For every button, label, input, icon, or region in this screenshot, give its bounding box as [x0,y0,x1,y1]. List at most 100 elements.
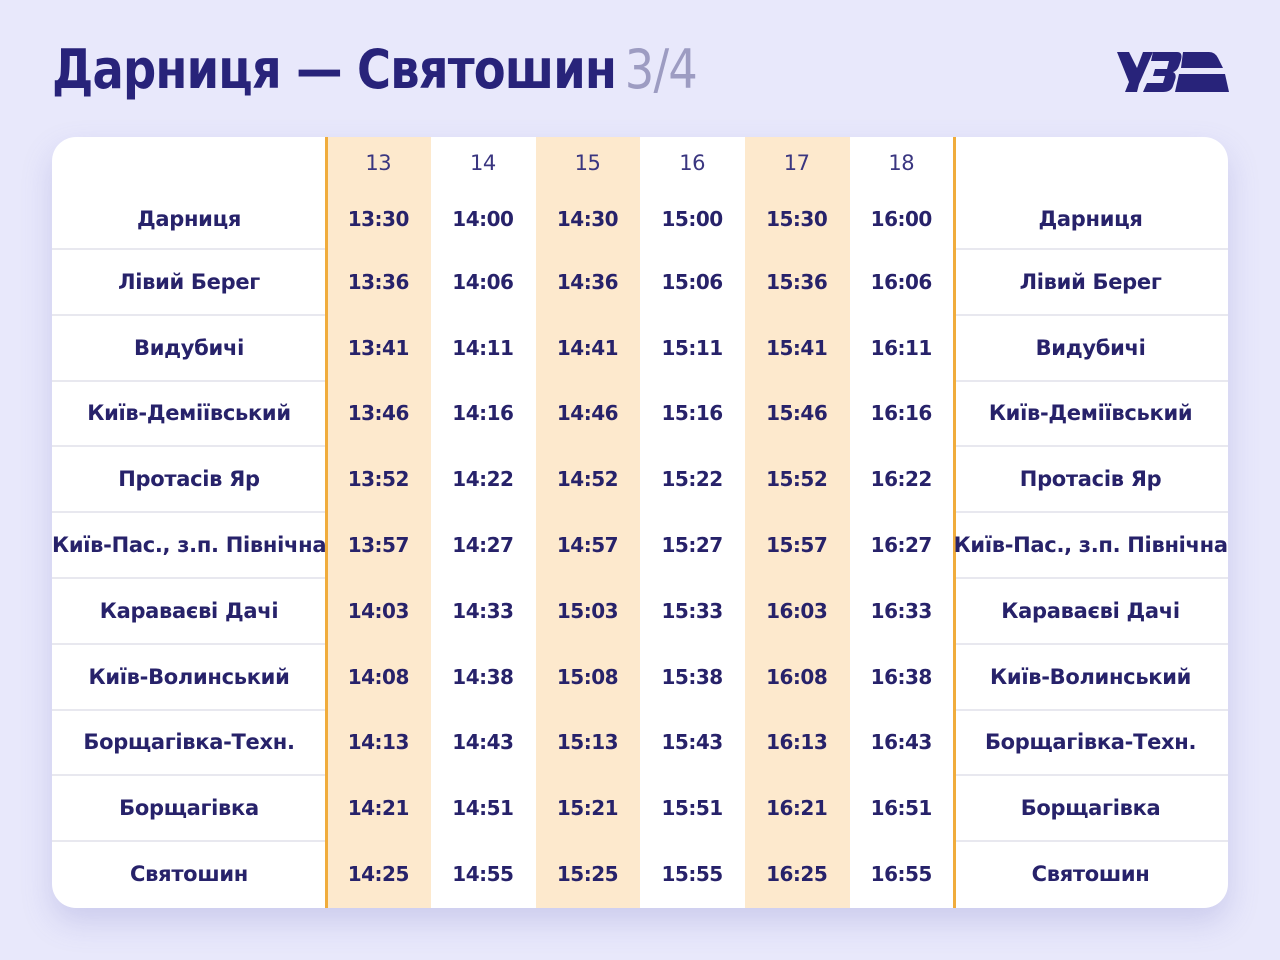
page-indicator: 3/4 [624,38,698,101]
departure-time: 14:08 [347,664,410,689]
highlight-column-17 [745,137,850,908]
station-name-right: Борщагівка-Техн. [984,730,1197,755]
station-name-right: Видубичі [1035,335,1146,360]
departure-time: 16:06 [870,269,933,294]
station-name-left: Лівий Берег [118,269,260,294]
departure-time: 15:30 [766,207,828,231]
station-name-right: Святошин [1031,862,1150,887]
departure-time: 14:21 [347,796,410,821]
row-separator [52,577,325,579]
departure-time: 15:52 [766,467,828,492]
departure-time: 15:25 [556,862,619,887]
row-separator [956,248,1228,250]
row-separator [956,313,1228,316]
departure-time: 15:16 [661,401,723,426]
left-divider [325,137,328,908]
row-separator [956,445,1228,448]
departure-time: 15:27 [661,533,723,558]
departure-time: 15:00 [661,207,723,231]
row-separator [52,248,325,250]
departure-time: 15:43 [661,730,723,755]
departure-time: 14:22 [452,467,514,492]
uz-logo-icon [1117,52,1229,92]
route-title: Дарниця — Святошин [52,38,617,101]
highlight-column-15 [536,137,640,908]
table-row: Лівий Берег 13:36 14:06 14:36 15:06 15:36 16:0… [52,249,1228,315]
departure-time: 14:57 [556,533,619,558]
departure-time: 15:46 [766,401,828,426]
table-row: Протасів Яр 13:52 14:22 14:52 15:22 15:52 16:2… [52,446,1228,512]
table-row: Видубичі 13:41 14:11 14:41 15:11 15:41 16:11 Ви… [52,315,1228,381]
highlight-column-13 [326,137,431,908]
departure-time: 16:16 [870,401,933,426]
station-name-left: Київ-Деміївський [87,401,291,426]
departure-time: 14:27 [452,533,514,558]
table-row: Дарниця 13:30 14:00 14:30 15:00 15:30 16:00 Дар… [52,189,1228,249]
train-number: 17 [783,151,810,175]
departure-time: 15:22 [661,467,723,492]
station-name-left: Видубичі [134,335,244,360]
departure-time: 13:30 [347,207,410,231]
row-separator [52,313,325,316]
station-name-right: Борщагівка [1020,796,1161,821]
station-name-left: Борщагівка-Техн. [83,730,295,755]
departure-time: 16:33 [870,598,933,623]
station-name-right: Київ-Волинський [990,664,1192,689]
departure-time: 16:51 [870,796,933,821]
departure-time: 16:00 [870,207,933,231]
station-name-left: Караваєві Дачі [99,598,279,623]
station-name-right: Лівий Берег [1019,269,1162,294]
departure-time: 15:11 [661,335,723,360]
departure-time: 14:43 [452,730,514,755]
departure-time: 14:06 [452,269,514,294]
departure-time: 16:13 [766,730,828,755]
departure-time: 14:46 [556,401,619,426]
row-separator [52,642,325,645]
train-number: 15 [574,151,601,175]
departure-time: 15:41 [766,335,828,360]
station-name-left: Протасів Яр [118,467,260,492]
departure-time: 16:22 [870,467,933,492]
departure-time: 15:38 [661,664,723,689]
table-row: Київ-Пас., з.п. Північна 13:57 14:27 14:57 1… [52,512,1228,578]
departure-time: 16:21 [766,796,828,821]
table-row: Київ-Волинський 14:08 14:38 15:08 15:38 16:08… [52,644,1228,710]
row-separator [52,445,325,448]
row-separator [956,379,1228,382]
departure-time: 14:16 [452,401,514,426]
station-name-right: Протасів Яр [1019,467,1162,492]
departure-time: 13:41 [347,335,410,360]
departure-time: 15:55 [661,862,723,887]
station-name-left: Київ-Пас., з.п. Північна [52,533,327,558]
departure-time: 16:27 [870,533,933,558]
departure-time: 16:55 [870,862,933,887]
row-separator [52,840,325,843]
departure-time: 15:13 [556,730,619,755]
departure-time: 14:41 [556,335,619,360]
row-separator [52,511,325,514]
departure-time: 16:03 [766,598,828,623]
page-title: Дарниця — Святошин 3/4 [52,38,698,101]
departure-time: 14:11 [452,335,514,360]
row-separator [956,774,1228,777]
departure-time: 15:57 [766,533,828,558]
departure-time: 14:33 [452,598,514,623]
station-name-left: Святошин [130,862,248,887]
station-name-left: Дарниця [136,207,242,231]
right-divider [953,137,956,908]
row-separator [52,774,325,777]
departure-time: 14:13 [347,730,410,755]
train-number: 18 [888,151,915,175]
departure-time: 14:30 [556,207,619,231]
departure-time: 14:25 [347,862,410,887]
departure-time: 15:36 [766,269,828,294]
row-separator [52,708,325,711]
table-row: Святошин 14:25 14:55 15:25 15:55 16:25 16:55 Св… [52,841,1228,907]
departure-time: 15:51 [661,796,723,821]
train-number: 13 [365,151,392,175]
timetable-card: 13 14 15 16 17 18 Дарниця 13:30 14:00 14:30… [52,137,1228,908]
departure-time: 14:38 [452,664,514,689]
train-number-header: 13 14 15 16 17 18 [52,137,1228,189]
row-separator [956,511,1228,514]
departure-time: 15:21 [556,796,619,821]
